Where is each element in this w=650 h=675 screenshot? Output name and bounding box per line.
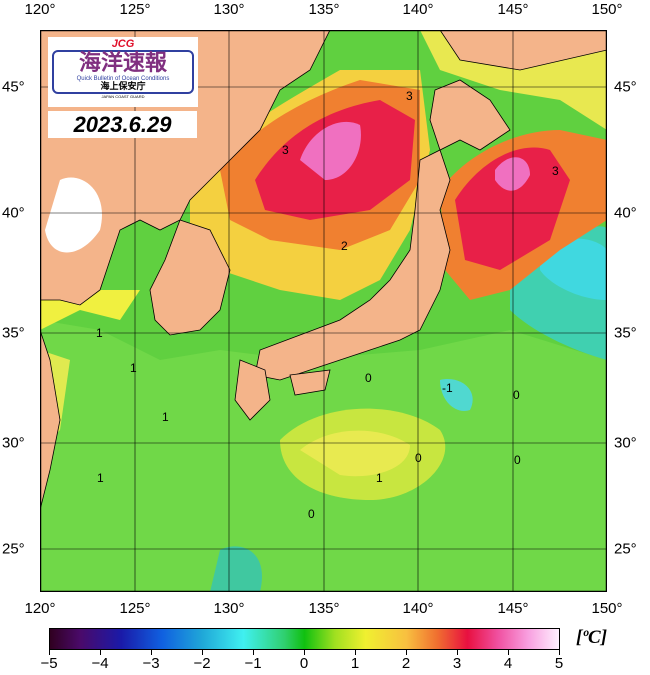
anomaly-fields [40, 226, 607, 592]
svg-text:0: 0 [415, 451, 422, 465]
jcg-logo: JCG 海洋速報 Quick Bulletin of Ocean Conditi… [48, 37, 198, 107]
colorbar-tick-label: 1 [350, 655, 360, 672]
land-hokkaido [429, 79, 511, 151]
svg-text:3: 3 [282, 143, 289, 157]
lon-tick: 130° [213, 1, 245, 18]
lat-tick: 30° [614, 434, 637, 452]
lon-tick: 120° [24, 600, 56, 617]
lat-tick: 45° [2, 78, 25, 96]
lat-tick: 40° [614, 204, 637, 222]
lon-tick: 150° [591, 600, 623, 617]
map-frame [40, 30, 607, 592]
lon-tick: 120° [24, 1, 56, 18]
colorbar-unit: [ºC] [576, 627, 608, 648]
logo-acronym: JCG [111, 38, 135, 50]
svg-text:2: 2 [341, 239, 348, 253]
lat-tick: 35° [2, 324, 25, 342]
lon-tick: 135° [308, 1, 340, 18]
colorbar-tick-label: −1 [244, 655, 262, 672]
lon-tick: 150° [591, 1, 623, 18]
lon-tick: 145° [497, 600, 529, 617]
land-honshu [254, 149, 451, 381]
lon-tick: 125° [119, 600, 151, 617]
land-korea [149, 219, 231, 336]
svg-text:1: 1 [96, 326, 103, 340]
land-mask-white [45, 177, 102, 253]
date-label: 2023.6.29 [48, 111, 197, 138]
lat-tick: 25° [614, 540, 637, 558]
svg-text:0: 0 [365, 371, 372, 385]
svg-text:1: 1 [97, 471, 104, 485]
lon-tick: 145° [497, 1, 529, 18]
svg-text:3: 3 [552, 164, 559, 178]
lat-tick: 40° [2, 204, 25, 222]
colorbar-tick-label: 3 [452, 655, 462, 672]
colorbar-tick-label: 5 [554, 655, 564, 672]
land-shikoku [289, 369, 331, 396]
lon-tick: 125° [119, 1, 151, 18]
land-china-coast [40, 329, 61, 511]
colorbar-tick-label: −5 [40, 655, 58, 672]
svg-text:0: 0 [514, 453, 521, 467]
lat-tick: 35° [614, 324, 637, 342]
lon-tick: 140° [402, 1, 434, 18]
lon-tick: 130° [213, 600, 245, 617]
land-sakhalin [439, 30, 607, 71]
lon-tick: 140° [402, 600, 434, 617]
svg-text:1: 1 [376, 471, 383, 485]
svg-text:1: 1 [162, 410, 169, 424]
logo-subtitle: Quick Bulletin of Ocean Conditions [76, 76, 170, 82]
colorbar-tick-label: 0 [299, 655, 309, 672]
svg-text:-1: -1 [442, 381, 453, 395]
lat-tick: 25° [2, 540, 25, 558]
land-kyushu [234, 359, 271, 421]
svg-text:1: 1 [130, 361, 137, 375]
colorbar-tick-label: 4 [503, 655, 513, 672]
colorbar-tick-label: −2 [193, 655, 211, 672]
colorbar-tick-label: −3 [142, 655, 160, 672]
contour-labels: 3 3 3 2 1 1 1 1 0 0 0 0 -1 0 1 [96, 89, 559, 521]
svg-text:0: 0 [308, 507, 315, 521]
lat-tick: 45° [614, 78, 637, 96]
colorbar [49, 628, 560, 650]
svg-text:0: 0 [513, 388, 520, 402]
logo-agency-jp: 海上保安庁 [100, 82, 146, 92]
logo-agency-en: JAPAN COAST GUARD [101, 94, 145, 99]
lat-tick: 30° [2, 434, 25, 452]
svg-text:3: 3 [406, 89, 413, 103]
logo-main-text: 海洋速報 [78, 51, 167, 76]
lon-tick: 135° [308, 600, 340, 617]
colorbar-tick-label: −4 [91, 655, 109, 672]
colorbar-tick-label: 2 [401, 655, 411, 672]
